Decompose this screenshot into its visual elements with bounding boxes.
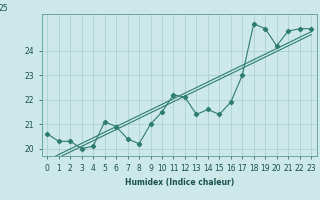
Text: 25: 25 [0,4,9,13]
X-axis label: Humidex (Indice chaleur): Humidex (Indice chaleur) [124,178,234,187]
